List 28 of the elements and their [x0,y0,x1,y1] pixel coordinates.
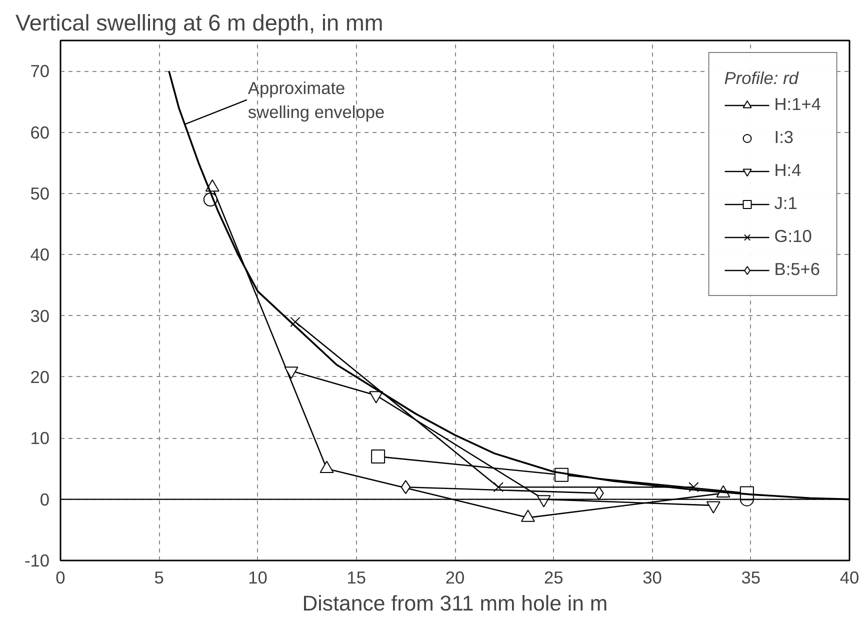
y-tick-label: -10 [24,550,50,570]
y-tick-label: 50 [30,183,50,204]
x-tick-label: 20 [445,568,465,588]
legend-title: Profile: rd [724,68,800,89]
legend-label: J:1 [774,193,798,214]
x-axis-title: Distance from 311 mm hole in m [302,592,608,616]
legend-label: I:3 [774,127,794,148]
y-tick-label: 70 [30,61,50,82]
x-tick-label: 30 [642,568,662,588]
x-tick-label: 10 [248,568,268,588]
y-tick-label: 30 [30,306,50,326]
y-tick-label: 10 [30,428,50,448]
legend-label: B:5+6 [774,259,820,280]
y-tick-label: 0 [40,489,50,510]
annotation: Approximate swelling envelope [248,78,385,122]
legend-label: H:4 [774,160,802,181]
y-tick-label: 40 [30,244,50,265]
x-tick-label: 25 [544,568,564,588]
x-tick-label: 5 [154,568,164,588]
x-tick-label: 15 [346,568,366,588]
y-tick-label: 60 [30,122,50,142]
x-tick-label: 35 [741,568,761,588]
chart-title: Vertical swelling at 6 m depth, in mm [16,10,384,36]
x-tick-label: 40 [840,568,860,588]
legend-label: H:1+4 [774,94,821,115]
x-tick-label: 0 [56,568,66,588]
y-tick-label: 20 [30,366,50,387]
legend-label: G:10 [774,226,812,247]
